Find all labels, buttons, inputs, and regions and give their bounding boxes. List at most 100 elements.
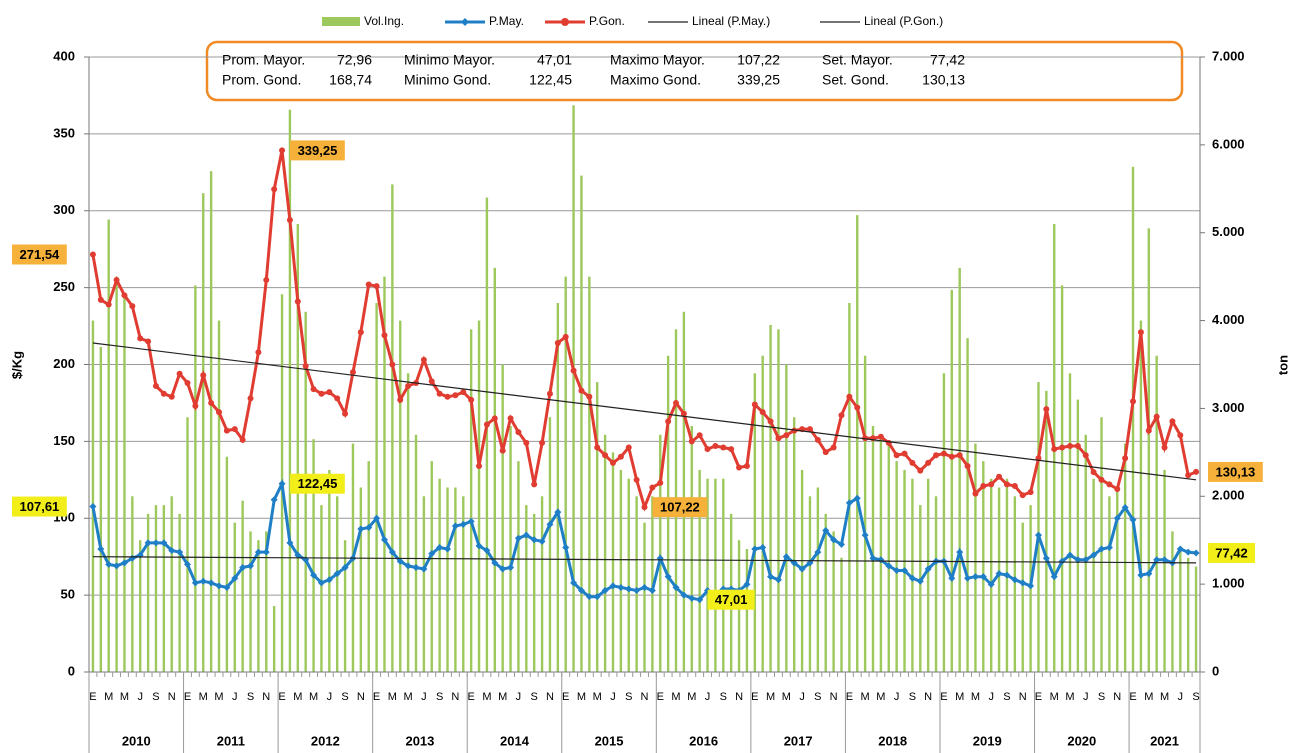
year-label: 2019 bbox=[973, 733, 1002, 748]
volume-bar bbox=[1060, 285, 1064, 672]
price-marker bbox=[1043, 406, 1050, 413]
price-marker bbox=[145, 338, 152, 345]
price-marker bbox=[507, 415, 514, 422]
x-tick-label: E bbox=[467, 691, 474, 703]
x-tick-label: M bbox=[861, 691, 870, 703]
price-marker bbox=[837, 540, 845, 548]
price-marker bbox=[845, 499, 853, 507]
volume-bar bbox=[154, 505, 158, 672]
x-tick-label: M bbox=[766, 691, 775, 703]
price-marker bbox=[1003, 481, 1010, 488]
volume-bar bbox=[651, 496, 654, 672]
price-marker bbox=[207, 579, 215, 587]
price-marker bbox=[168, 547, 176, 555]
volume-bar bbox=[249, 531, 252, 672]
volume-bar bbox=[643, 522, 646, 672]
price-marker bbox=[160, 390, 167, 397]
price-marker bbox=[908, 574, 916, 582]
x-tick-label: S bbox=[814, 691, 821, 703]
price-marker bbox=[365, 523, 373, 531]
legend-swatch bbox=[322, 17, 360, 26]
year-label: 2016 bbox=[689, 733, 718, 748]
price-marker bbox=[909, 459, 916, 466]
price-marker bbox=[531, 481, 538, 488]
price-marker bbox=[420, 565, 428, 573]
price-marker bbox=[657, 479, 664, 486]
x-tick-label: S bbox=[1098, 691, 1105, 703]
volume-bar bbox=[186, 417, 189, 672]
price-marker bbox=[105, 301, 112, 308]
price-marker bbox=[192, 403, 199, 410]
price-marker bbox=[562, 543, 570, 551]
volume-bar bbox=[265, 531, 268, 672]
year-label: 2020 bbox=[1067, 733, 1096, 748]
y-tick-label: 250 bbox=[53, 279, 75, 294]
value-label: 47,01 bbox=[715, 592, 748, 607]
price-marker bbox=[215, 582, 223, 590]
volume-bar bbox=[793, 417, 796, 672]
price-marker bbox=[199, 577, 207, 585]
volume-bar bbox=[194, 285, 197, 672]
stat-value: 339,25 bbox=[737, 72, 780, 88]
volume-bar bbox=[769, 324, 772, 672]
price-marker bbox=[483, 547, 491, 555]
year-label: 2011 bbox=[217, 733, 245, 748]
price-marker bbox=[743, 580, 751, 588]
volume-bar bbox=[139, 540, 142, 672]
price-marker bbox=[696, 432, 703, 439]
x-tick-label: J bbox=[894, 691, 900, 703]
price-marker bbox=[388, 548, 396, 556]
price-marker bbox=[1137, 571, 1145, 579]
y2-tick-label: 0 bbox=[1212, 663, 1219, 678]
price-marker bbox=[420, 356, 427, 363]
value-label-box bbox=[1208, 542, 1255, 563]
value-label-box bbox=[652, 497, 708, 518]
volume-bar bbox=[603, 434, 607, 672]
x-tick-label: E bbox=[846, 691, 853, 703]
y2-tick-label: 3.000 bbox=[1212, 400, 1245, 415]
volume-bar bbox=[919, 505, 922, 672]
volume-bar bbox=[848, 303, 851, 672]
value-label-box bbox=[290, 140, 345, 161]
price-marker bbox=[405, 383, 412, 390]
plot-area bbox=[89, 56, 1200, 673]
year-label: 2012 bbox=[311, 733, 340, 748]
volume-bar bbox=[1092, 478, 1095, 672]
x-tick-label: S bbox=[1192, 691, 1199, 703]
volume-bar bbox=[343, 540, 347, 672]
volume-bar bbox=[997, 487, 1001, 672]
price-marker bbox=[294, 551, 302, 559]
x-tick-label: S bbox=[1003, 691, 1010, 703]
x-tick-label: N bbox=[546, 691, 554, 703]
x-tick-label: M bbox=[1144, 691, 1153, 703]
trend-line bbox=[92, 342, 1197, 481]
x-tick-label: J bbox=[799, 691, 805, 703]
price-marker bbox=[365, 281, 372, 288]
volume-bar bbox=[257, 540, 260, 672]
price-marker bbox=[1074, 442, 1081, 449]
price-marker bbox=[223, 427, 230, 434]
legend-item: Vol.Ing. bbox=[322, 14, 404, 28]
value-label-box bbox=[707, 589, 755, 610]
price-marker bbox=[1082, 452, 1089, 459]
price-marker bbox=[341, 563, 349, 571]
price-marker bbox=[1161, 444, 1168, 451]
value-label-box bbox=[12, 496, 67, 517]
price-marker bbox=[1185, 472, 1192, 479]
volume-bar bbox=[753, 373, 757, 672]
price-marker bbox=[1027, 489, 1034, 496]
legend-item: Lineal (P.May.) bbox=[648, 14, 770, 28]
price-marker bbox=[444, 545, 452, 553]
stat-value: 77,42 bbox=[930, 52, 965, 68]
price-marker bbox=[633, 476, 640, 483]
price-marker bbox=[1090, 551, 1098, 559]
price-marker bbox=[1106, 481, 1113, 488]
price-marker bbox=[633, 587, 641, 595]
price-marker bbox=[759, 543, 767, 551]
price-marker bbox=[933, 452, 940, 459]
x-tick-label: N bbox=[262, 691, 270, 703]
x-tick-label: J bbox=[610, 691, 616, 703]
x-tick-label: M bbox=[104, 691, 113, 703]
